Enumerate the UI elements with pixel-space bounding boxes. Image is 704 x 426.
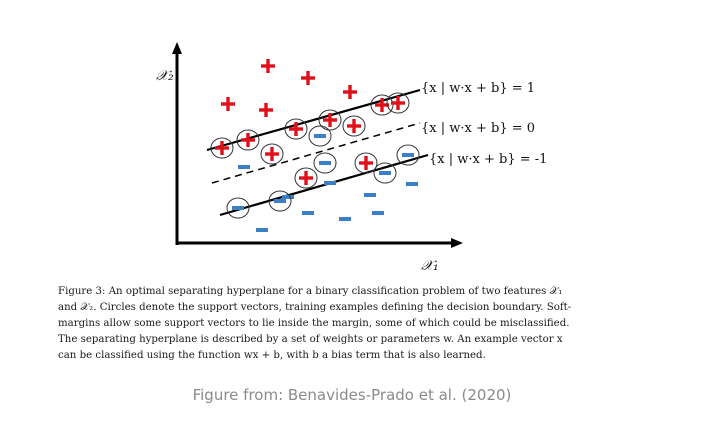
minus-marker: [302, 211, 314, 215]
support-vector-circle: [313, 152, 337, 174]
support-vector-circle: [236, 129, 260, 151]
minus-marker: [238, 165, 250, 169]
minus-marker: [314, 134, 326, 138]
lower-line-label: {x | w·x + b} = -1: [429, 152, 547, 167]
data-points: [210, 59, 420, 232]
minus-marker: [256, 228, 268, 232]
minus-marker: [339, 217, 351, 221]
minus-marker: [379, 171, 391, 175]
y-axis-label: 𝒳₂: [156, 68, 174, 84]
support-vector-circle: [268, 190, 292, 212]
support-vector-circle: [294, 167, 318, 189]
x-axis-label: 𝒳₁: [421, 258, 439, 274]
support-vector-circle: [386, 92, 410, 114]
minus-marker: [274, 199, 286, 203]
axes: 𝒳₂ 𝒳₁: [156, 42, 463, 274]
hyperplane-lines: {x | w·x + b} = 1 {x | w·x + b} = 0 {x |…: [206, 81, 547, 217]
caption-line: margins allow some support vectors to li…: [58, 318, 570, 329]
support-vector-circle: [342, 115, 366, 137]
minus-marker: [319, 161, 331, 165]
support-vector-circle: [284, 118, 308, 140]
support-vector-circle: [308, 125, 332, 147]
support-vector-circle: [396, 144, 420, 166]
support-vector-circle: [354, 152, 378, 174]
support-vector-circle: [373, 162, 397, 184]
svm-hyperplane-diagram: 𝒳₂ 𝒳₁ {x | w·x + b} = 1 {x | w·x + b} = …: [156, 42, 547, 274]
separating-hyperplane: [211, 122, 421, 184]
minus-marker: [282, 195, 294, 199]
support-vector-circle: [260, 143, 284, 165]
minus-marker: [402, 153, 414, 157]
support-vector-circle: [226, 197, 250, 219]
minus-marker: [324, 181, 336, 185]
support-vector-circle: [318, 109, 342, 131]
minus-marker: [406, 182, 418, 186]
upper-line-label: {x | w·x + b} = 1: [421, 81, 535, 96]
minus-marker: [232, 206, 244, 210]
caption-line: Figure 3: An optimal separating hyperpla…: [58, 286, 563, 297]
minus-marker: [372, 211, 384, 215]
support-vector-circle: [210, 137, 234, 159]
minus-marker: [364, 193, 376, 197]
x-axis-arrowhead: [451, 238, 463, 248]
y-axis-arrowhead: [172, 42, 182, 54]
caption-line: can be classified using the function wx …: [58, 350, 486, 361]
figure-source: Figure from: Benavides-Prado et al. (202…: [192, 386, 512, 404]
caption-line: and 𝒳₂. Circles denote the support vecto…: [58, 302, 572, 313]
support-vector-circle: [370, 94, 394, 116]
caption-line: The separating hyperplane is described b…: [58, 334, 563, 345]
figure-caption: Figure 3: An optimal separating hyperpla…: [58, 284, 658, 364]
middle-line-label: {x | w·x + b} = 0: [421, 121, 535, 136]
